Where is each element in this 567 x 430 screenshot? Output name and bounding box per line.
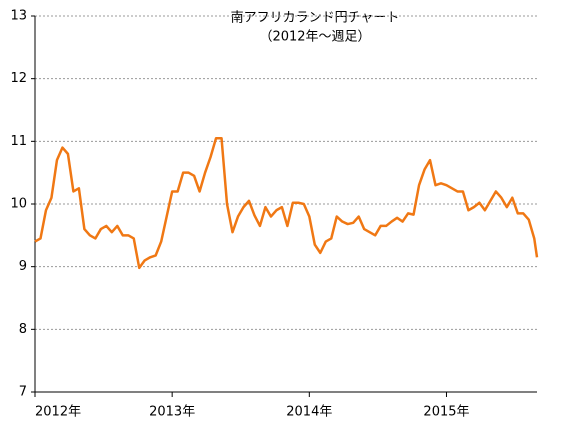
x-tick-label: 2012年 — [35, 405, 81, 420]
y-tick-label: 10 — [10, 197, 27, 212]
y-tick-label: 13 — [10, 9, 27, 24]
x-tick-label: 2013年 — [149, 405, 195, 420]
chart-title: 南アフリカランド円チャート — [231, 10, 400, 26]
chart-subtitle: （2012年～週足） — [259, 30, 370, 45]
y-tick-label: 8 — [19, 322, 27, 337]
x-tick-label: 2015年 — [423, 405, 469, 420]
x-tick-label: 2014年 — [286, 405, 332, 420]
y-tick-label: 12 — [10, 71, 27, 86]
y-tick-label: 11 — [10, 134, 27, 149]
price-line — [34, 136, 539, 270]
y-tick-label: 7 — [19, 385, 27, 400]
y-tick-label: 9 — [19, 259, 27, 274]
